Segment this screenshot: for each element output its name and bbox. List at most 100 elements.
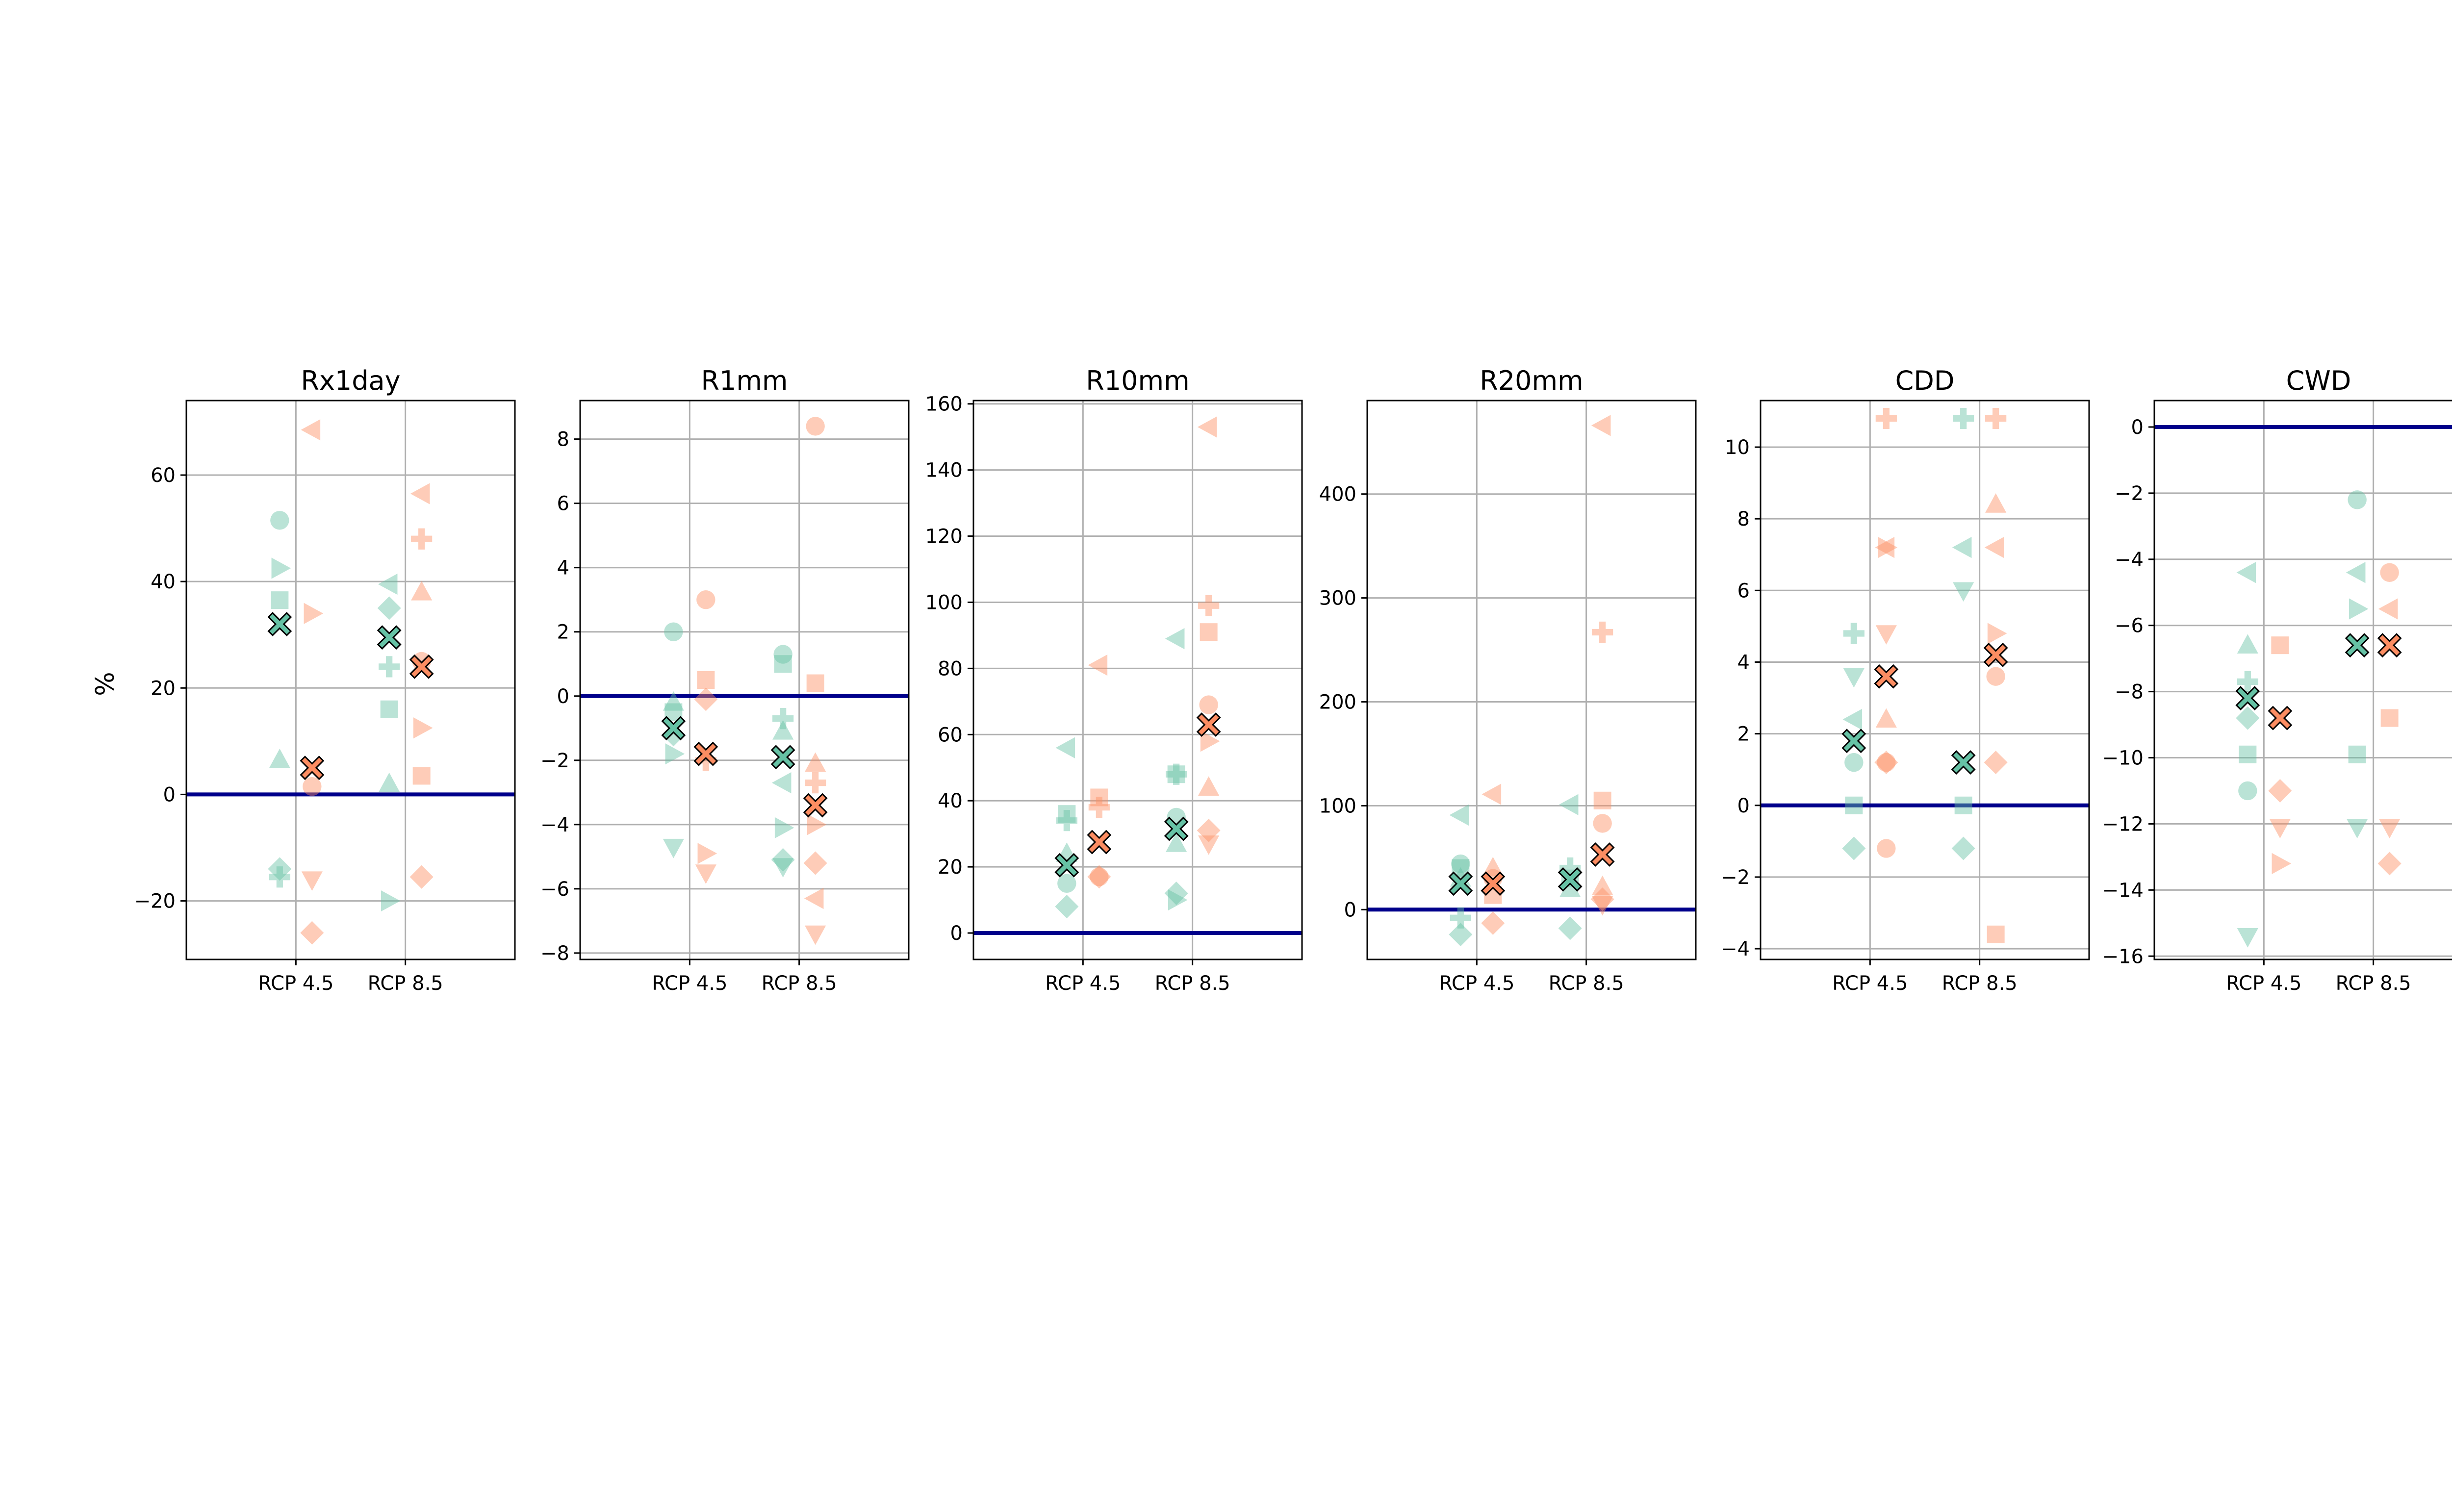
x-tick-label: RCP 4.5 xyxy=(652,972,727,995)
x-tick-label: RCP 8.5 xyxy=(1942,972,2018,995)
data-point-diamond xyxy=(1481,911,1505,935)
data-point-tri_right xyxy=(665,743,685,765)
data-point-diamond xyxy=(2236,706,2260,730)
mean-marker xyxy=(1481,871,1506,896)
data-point-square xyxy=(697,671,715,689)
data-point-square xyxy=(271,591,289,609)
data-point-circle xyxy=(303,777,322,796)
data-point-tri_left xyxy=(1449,804,1469,826)
y-tick-label: −10 xyxy=(2102,747,2144,770)
y-tick-label: −4 xyxy=(540,814,569,836)
data-point-tri_up xyxy=(1592,875,1613,895)
y-tick-label: 140 xyxy=(925,459,963,482)
data-point-tri_down xyxy=(1953,582,1974,602)
data-point-circle xyxy=(2238,781,2257,801)
y-tick-label: −2 xyxy=(2115,482,2144,505)
series-rcp45 xyxy=(2236,562,2260,948)
data-point-plus xyxy=(1056,810,1077,832)
chart-panel-r10mm: 0 20 40 60 80 100 120 140 160 RCP 4.5 RCP 8.5 R10mm xyxy=(925,365,1303,995)
data-point-tri_left xyxy=(1558,794,1579,815)
y-tick-label: 0 xyxy=(950,922,963,945)
y-tick-label: 100 xyxy=(925,591,963,614)
mean-marker xyxy=(1164,816,1189,841)
data-point-tri_up xyxy=(1482,857,1504,877)
y-tick-label: 2 xyxy=(1737,723,1750,746)
data-point-tri_right xyxy=(1168,889,1188,911)
data-point-tri_right xyxy=(1878,537,1898,558)
data-point-square xyxy=(1090,788,1108,806)
y-tick-label: −20 xyxy=(134,890,176,913)
mean-marker xyxy=(2377,633,2402,658)
data-point-diamond xyxy=(1842,836,1866,860)
axes-frame xyxy=(1366,400,1697,960)
data-point-tri_down xyxy=(2347,819,2368,838)
mean-marker xyxy=(1951,750,1976,775)
data-point-circle xyxy=(1090,867,1109,886)
data-point-tri_right xyxy=(2272,853,2292,874)
y-tick-label: 0 xyxy=(1344,899,1356,921)
y-tick-label: 2 xyxy=(557,621,569,644)
data-point-circle xyxy=(2380,563,2399,582)
data-point-square xyxy=(2239,745,2257,763)
data-point-plus xyxy=(1985,407,2007,429)
mean-marker xyxy=(693,741,718,766)
data-point-tri_right xyxy=(413,717,433,739)
data-point-square xyxy=(1954,796,1972,814)
data-point-circle xyxy=(1451,854,1470,874)
data-point-diamond xyxy=(1984,751,2008,775)
data-point-tri_left xyxy=(301,419,321,441)
data-point-tri_left xyxy=(804,887,824,909)
data-point-tri_left xyxy=(2236,562,2256,583)
data-point-tri_up xyxy=(2237,634,2258,654)
data-point-tri_right xyxy=(1987,623,2007,644)
y-tick-label: 120 xyxy=(925,526,963,548)
data-point-diamond xyxy=(300,921,324,945)
y-tick-label: 4 xyxy=(1737,651,1750,674)
data-point-tri_left xyxy=(2378,598,2398,620)
data-point-plus xyxy=(1592,621,1613,643)
data-point-tri_left xyxy=(771,772,792,794)
mean-marker xyxy=(377,625,402,650)
data-point-tri_right xyxy=(381,890,401,912)
mean-marker xyxy=(1874,664,1899,689)
data-point-plus xyxy=(695,750,716,771)
y-tick-label: −4 xyxy=(2115,549,2144,571)
data-point-plus xyxy=(379,656,400,678)
data-point-circle xyxy=(270,511,289,530)
series-rcp45 xyxy=(268,511,292,888)
mean-marker xyxy=(300,756,325,781)
data-point-diamond xyxy=(1055,895,1079,919)
data-point-diamond xyxy=(2268,779,2292,803)
axes-frame xyxy=(1760,400,2090,960)
data-point-square xyxy=(774,655,792,673)
data-point-tri_right xyxy=(774,817,794,838)
series-rcp45 xyxy=(771,645,795,878)
data-point-tri_left xyxy=(1197,416,1217,438)
series-rcp85 xyxy=(1984,407,2008,943)
x-tick-label: RCP 8.5 xyxy=(2336,972,2411,995)
chart-title: Rx1day xyxy=(301,365,400,396)
y-tick-label: 160 xyxy=(925,393,963,416)
series-rcp45 xyxy=(1055,737,1079,919)
data-point-tri_down xyxy=(2379,819,2401,838)
x-tick-label: RCP 8.5 xyxy=(762,972,837,995)
mean-marker xyxy=(2235,686,2260,711)
y-tick-label: −2 xyxy=(540,750,569,772)
series-rcp45 xyxy=(1842,623,1866,860)
data-point-square xyxy=(1058,805,1076,823)
series-rcp45 xyxy=(1951,407,1975,860)
y-tick-label: 80 xyxy=(938,657,963,680)
y-tick-label: −2 xyxy=(1721,866,1750,889)
data-point-circle xyxy=(1986,667,2005,686)
y-tick-label: 20 xyxy=(151,677,176,700)
y-tick-label: −6 xyxy=(540,878,569,901)
data-point-tri_left xyxy=(2346,562,2366,583)
data-point-tri_left xyxy=(1481,783,1502,805)
data-point-tri_left xyxy=(1591,415,1611,436)
x-tick-label: RCP 8.5 xyxy=(1155,972,1230,995)
data-point-tri_right xyxy=(1200,731,1220,752)
data-point-square xyxy=(1200,623,1218,641)
series-rcp45 xyxy=(2346,490,2369,838)
data-point-diamond xyxy=(662,723,686,747)
data-point-plus xyxy=(1166,763,1187,785)
